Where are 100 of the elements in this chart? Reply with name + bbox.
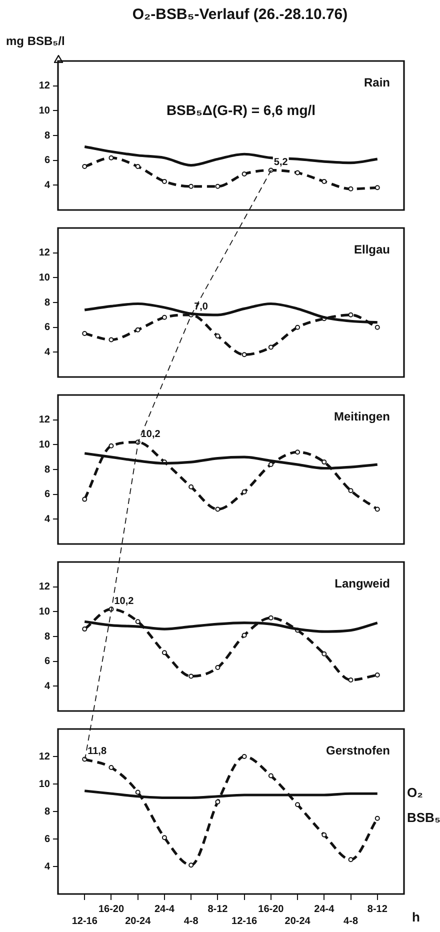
- x-tick-label: 20-24: [125, 916, 152, 927]
- line-series: [83, 145, 379, 167]
- point: [135, 790, 140, 795]
- text: O₂: [407, 785, 424, 800]
- x-tick-label: 4-8: [184, 916, 199, 927]
- point: [348, 312, 354, 318]
- point: [215, 184, 220, 189]
- y-tick-label: 8: [44, 130, 50, 142]
- point: [374, 324, 380, 330]
- y-tick-label: 10: [38, 272, 50, 284]
- y-tick-label: 6: [44, 834, 50, 845]
- point: [108, 443, 114, 448]
- text: Rain: [364, 75, 390, 90]
- x-tick-label: 12-16: [232, 916, 258, 927]
- point: [268, 462, 274, 468]
- y-tick-label: 4: [44, 861, 50, 872]
- point: [322, 460, 327, 465]
- point: [242, 171, 247, 176]
- point: [162, 650, 167, 656]
- point: [348, 186, 354, 192]
- point: [374, 185, 380, 190]
- y-tick-label: 4: [44, 680, 50, 692]
- data-label: 5,2: [274, 157, 288, 168]
- y-axis-title: mg BSB₅/l: [5, 33, 66, 50]
- y-tick-label: 10: [38, 606, 50, 618]
- point: [215, 506, 220, 512]
- y-tick-label: 6: [44, 656, 50, 668]
- data-label: 10,2: [114, 596, 134, 607]
- text: Langweid: [334, 576, 390, 590]
- y-tick-label: 6: [44, 155, 50, 166]
- point: [295, 170, 300, 176]
- x-axis-title: h: [412, 910, 420, 925]
- y-tick-label: 12: [38, 414, 50, 426]
- point: [82, 164, 88, 170]
- data-label: 11,8: [88, 746, 107, 757]
- x-tick-label: 16-20: [98, 904, 124, 915]
- point: [295, 802, 300, 808]
- point: [82, 331, 88, 336]
- point: [322, 832, 327, 838]
- point: [242, 489, 247, 494]
- y-tick-label: 8: [44, 464, 50, 476]
- point: [348, 857, 354, 862]
- y-tick-label: 12: [38, 80, 50, 92]
- data-label: 7,0: [194, 302, 208, 313]
- text: Meitingen: [334, 409, 390, 424]
- y-tick-label: 10: [38, 439, 50, 450]
- point: [322, 178, 327, 184]
- y-tick-label: 12: [38, 582, 50, 593]
- point: [348, 488, 354, 494]
- point: [135, 164, 140, 170]
- annotation: BSB₅Δ(G-R) = 6,6 mg/l: [166, 102, 316, 118]
- x-tick-label: 24-4: [154, 904, 175, 915]
- point: [108, 155, 114, 160]
- text: Gerstnofen: [326, 743, 390, 758]
- y-tick-label: 10: [38, 778, 50, 790]
- point: [242, 754, 247, 759]
- point: [188, 484, 194, 490]
- chart-title: O₂-BSB₅-Verlauf (26.-28.10.76): [131, 5, 349, 25]
- point: [188, 862, 194, 868]
- point: [242, 352, 247, 358]
- data-label: 10,2: [140, 428, 161, 440]
- point: [348, 677, 354, 682]
- x-tick-label: 4-8: [344, 916, 358, 927]
- point: [135, 327, 140, 332]
- x-tick-label: 12-16: [72, 916, 98, 927]
- y-tick-label: 8: [44, 631, 50, 642]
- point: [82, 496, 88, 502]
- x-tick-label: 8-12: [367, 904, 388, 915]
- y-tick-label: 8: [44, 806, 50, 818]
- text: Ellgau: [354, 242, 390, 256]
- point: [82, 756, 88, 762]
- x-tick-label: 16-20: [258, 904, 284, 915]
- y-tick-label: 10: [38, 105, 50, 116]
- point: [188, 184, 194, 189]
- x-tick-label: 8-12: [208, 904, 228, 915]
- y-tick-label: 8: [44, 297, 50, 308]
- y-tick-label: 12: [38, 248, 50, 259]
- point: [268, 773, 274, 778]
- point: [108, 765, 114, 770]
- point: [268, 615, 274, 620]
- point: [295, 324, 300, 330]
- x-tick-label: 24-4: [314, 904, 335, 915]
- point: [215, 334, 220, 339]
- point: [322, 651, 327, 656]
- point: [188, 674, 194, 679]
- point: [242, 632, 247, 638]
- y-tick-label: 6: [44, 489, 50, 500]
- point: [82, 626, 88, 632]
- point: [215, 799, 220, 804]
- point: [162, 178, 167, 184]
- point: [295, 450, 300, 455]
- point: [215, 665, 220, 670]
- point: [162, 835, 167, 840]
- y-tick-label: 12: [38, 751, 50, 762]
- y-tick-label: 4: [44, 180, 50, 191]
- x-tick-label: 20-24: [284, 916, 311, 927]
- point: [374, 816, 380, 821]
- y-tick-label: 4: [44, 346, 50, 358]
- point: [374, 506, 380, 512]
- point: [135, 619, 140, 624]
